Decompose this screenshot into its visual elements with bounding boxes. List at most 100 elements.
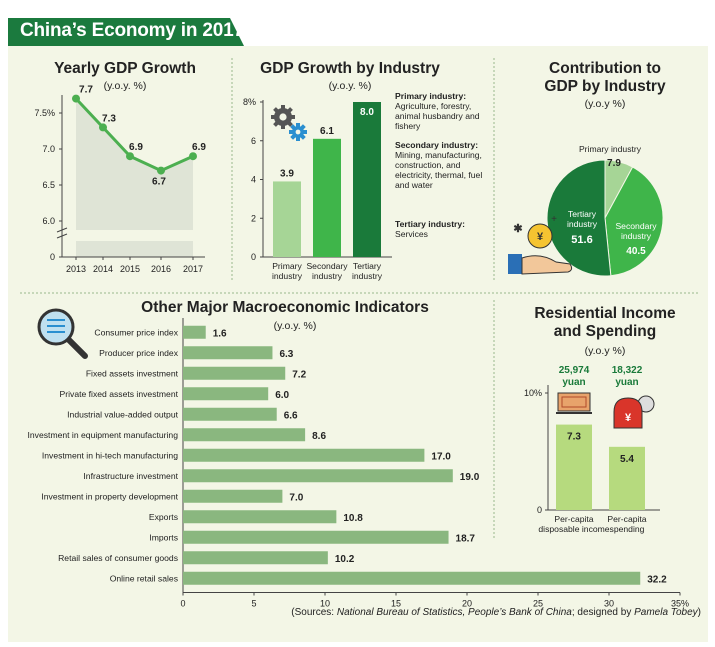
industry-bar (353, 102, 381, 257)
industry-y-tick-label: 0 (251, 252, 256, 262)
macro-x-tick-label: 35% (671, 599, 689, 609)
macro-bar (183, 325, 206, 339)
macro-category-label: Online retail sales (110, 573, 178, 583)
income-amount-unit: yuan (615, 377, 638, 388)
legend-primary-text: Agriculture, forestry, animal husbandry … (395, 101, 480, 131)
gdp-growth-subtitle: (y.o.y. %) (103, 80, 147, 92)
title-banner: China’s Economy in 2017 (8, 18, 244, 46)
banner-shape (8, 18, 244, 46)
gdp-x-tick-label: 2017 (183, 264, 203, 274)
macro-category-label: Industrial value-added output (67, 409, 178, 419)
legend-tertiary-text: Services (395, 229, 428, 239)
macro-bar (183, 510, 337, 524)
legend-secondary-text: Mining, manufacturing, construction, and… (395, 150, 483, 190)
gdp-y-tick-label: 7.5% (34, 108, 55, 118)
macro-value-label: 8.6 (312, 431, 326, 442)
macro-title: Other Major Macroeconomic Indicators (141, 299, 429, 316)
industry-value-label: 8.0 (360, 107, 374, 118)
macro-x-tick-label: 30 (604, 599, 614, 609)
banknote (557, 392, 591, 412)
axis-break-mark (56, 233, 68, 239)
industry-y-tick-label: 6 (251, 136, 256, 146)
coin-symbol: ¥ (537, 231, 544, 243)
industry-y-tick-label: 2 (251, 213, 256, 223)
gdp-value-label: 6.9 (129, 142, 143, 153)
pie-value-tertiary: 51.6 (571, 234, 592, 246)
industry-growth-title: GDP Growth by Industry (260, 60, 440, 77)
industry-category-label: industry (312, 271, 343, 281)
wallet-body (613, 397, 643, 429)
gear-hole (279, 113, 287, 121)
page-title: China’s Economy in 2017 (20, 20, 244, 41)
pie-label-secondary: Secondary (615, 221, 657, 231)
gdp-point (99, 123, 107, 132)
industry-growth-chart: 8%64203.9Primaryindustry6.1Secondaryindu… (243, 97, 392, 281)
macro-category-label: Investment in property development (41, 491, 178, 501)
sources-designed-by: ; designed by (571, 607, 635, 618)
macro-bar (183, 489, 283, 503)
sources-designer: Pamela Tobey (634, 607, 698, 618)
sparkle: ✱ (513, 223, 522, 235)
pie-label-tertiary: industry (567, 219, 598, 229)
income-value-label: 7.3 (567, 432, 581, 443)
legend-primary-heading: Primary industry: (395, 91, 467, 101)
banknotes-icon (556, 392, 592, 414)
pie-value-secondary: 40.5 (626, 246, 646, 257)
macro-x-tick-label: 10 (320, 599, 330, 609)
magnifier-icon (37, 308, 88, 359)
industry-growth-subtitle: (y.o.y. %) (328, 80, 372, 92)
macro-value-label: 10.2 (335, 554, 355, 565)
coin (527, 223, 553, 249)
macro-bar (183, 346, 273, 360)
macro-category-label: Imports (149, 532, 178, 542)
gdp-value-label: 7.7 (79, 85, 93, 96)
industry-legend-secondary: Secondary industry: Mining, manufacturin… (395, 140, 495, 190)
pie-value-primary: 7.9 (607, 158, 621, 169)
gdp-y-tick-label: 6.0 (42, 216, 55, 226)
income-amount: 25,974 (559, 365, 590, 376)
gear-tooth (281, 124, 285, 129)
gdp-growth-title: Yearly GDP Growth (54, 60, 196, 77)
income-category-label: disposable income (538, 524, 609, 534)
income-value-label: 5.4 (620, 454, 634, 465)
axis-break-mark (56, 227, 68, 233)
sources-note: (Sources: National Bureau of Statistics,… (291, 607, 701, 618)
gear-tooth (296, 136, 300, 141)
gdp-growth-chart: 7.5% 7.0 6.5 6.0 0 7.7 7.3 6.9 6.7 6.9 2013 2014 201… (34, 85, 206, 274)
industry-value-label: 3.9 (280, 168, 294, 179)
gdp-x-tick-label: 2014 (93, 264, 113, 274)
legend-secondary-heading: Secondary industry: (395, 140, 479, 150)
gears-icon (271, 105, 307, 141)
industry-y-tick-label: 4 (251, 175, 256, 185)
gdp-point (157, 166, 165, 175)
macro-value-label: 7.2 (292, 369, 306, 380)
sources-suffix: ) (697, 607, 701, 618)
plus: + (551, 214, 557, 225)
macro-value-label: 10.8 (343, 513, 363, 524)
macro-category-label: Private fixed assets investment (60, 389, 179, 399)
pie-slice (604, 166, 664, 277)
contribution-title: Contribution to GDP by Industry (510, 60, 700, 96)
gear-hole (295, 129, 301, 135)
macro-bar (183, 407, 277, 421)
hand-coin-icon: ¥ ✱ + (508, 214, 573, 275)
wallet-symbol: ¥ (625, 412, 632, 424)
macro-category-label: Retail sales of consumer goods (58, 553, 178, 563)
industry-category-label: industry (272, 271, 303, 281)
industry-value-label: 6.1 (320, 126, 334, 137)
contribution-title-line1: Contribution to (549, 60, 661, 77)
macro-x-tick-label: 25 (533, 599, 543, 609)
contribution-title-line2: GDP by Industry (544, 78, 666, 95)
gdp-point (72, 94, 80, 103)
legend-tertiary-heading: Tertiary industry: (395, 219, 466, 229)
macro-value-label: 6.6 (284, 410, 298, 421)
gdp-point (189, 152, 197, 161)
magnifier-handle (64, 335, 88, 359)
income-title-line1: Residential Income (534, 305, 676, 322)
macro-value-label: 6.0 (275, 390, 289, 401)
gdp-y-tick-label: 6.5 (42, 180, 55, 190)
macro-bar (183, 448, 425, 462)
wallet-icon: ¥ (613, 395, 655, 429)
macro-category-label: Investment in hi-tech manufacturing (42, 450, 178, 460)
